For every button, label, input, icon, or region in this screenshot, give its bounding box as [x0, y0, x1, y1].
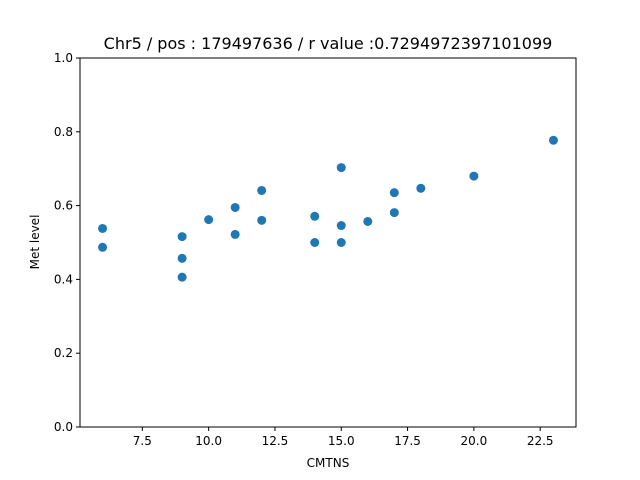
- data-point: [389, 208, 399, 218]
- plot-area: [79, 57, 577, 428]
- x-tick-label: 15.0: [328, 434, 355, 448]
- data-point: [98, 242, 108, 252]
- data-point: [310, 211, 320, 221]
- x-tick-label: 12.5: [262, 434, 289, 448]
- data-point: [98, 223, 108, 233]
- plot-frame: [79, 57, 577, 428]
- y-tick-label: 1.0: [54, 51, 73, 65]
- x-tick-label: 17.5: [394, 434, 421, 448]
- data-point: [310, 238, 320, 247]
- data-point: [336, 163, 346, 173]
- data-point: [177, 232, 187, 242]
- data-point: [177, 253, 187, 263]
- x-tick-label: 10.0: [195, 434, 222, 448]
- data-point: [336, 238, 346, 247]
- data-point: [336, 221, 346, 231]
- data-point: [230, 202, 240, 212]
- data-point: [469, 171, 479, 181]
- y-tick-label: 0.4: [54, 272, 73, 286]
- data-point: [416, 183, 426, 193]
- x-axis-label: CMTNS: [307, 456, 350, 470]
- data-point: [548, 135, 558, 145]
- x-axis: 7.5 10.0 12.5 15.0 17.5 20.0 22.5: [133, 427, 554, 448]
- data-point: [257, 185, 267, 195]
- data-points: [98, 135, 558, 282]
- y-axis: 0.0 0.2 0.4 0.6 0.8 1.0: [54, 51, 80, 434]
- data-point: [230, 229, 240, 239]
- data-point: [204, 215, 214, 225]
- y-axis-label: Met level: [28, 215, 42, 270]
- chart-title: Chr5 / pos : 179497636 / r value :0.7294…: [104, 34, 553, 53]
- y-tick-label: 0.0: [54, 420, 73, 434]
- data-point: [257, 215, 267, 225]
- data-point: [177, 272, 187, 282]
- x-tick-label: 20.0: [461, 434, 488, 448]
- x-tick-label: 7.5: [133, 434, 152, 448]
- y-tick-label: 0.8: [54, 125, 73, 139]
- data-point: [363, 216, 373, 226]
- y-tick-label: 0.2: [54, 346, 73, 360]
- x-tick-label: 22.5: [527, 434, 554, 448]
- y-tick-label: 0.6: [54, 199, 73, 213]
- data-point: [389, 188, 399, 198]
